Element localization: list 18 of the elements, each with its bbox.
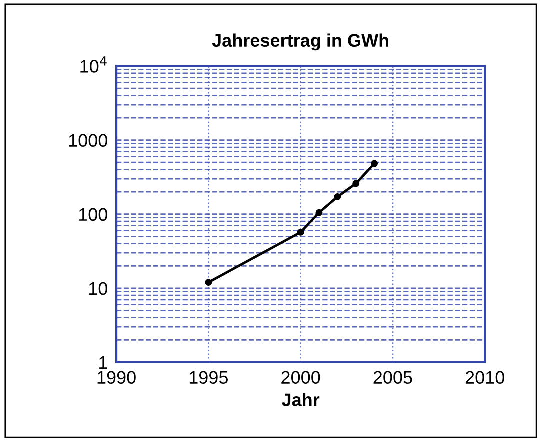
point xyxy=(334,193,342,200)
y-tick-label: 10$^{4}$ xyxy=(80,56,107,73)
y-tick-label: 100 xyxy=(79,208,108,222)
x-tick-label: 1990 xyxy=(98,371,136,384)
point xyxy=(371,160,378,168)
x-axis-title: Jahr xyxy=(282,393,320,406)
point xyxy=(316,209,323,216)
y-tick-label: 1 xyxy=(100,356,108,369)
x-tick-label: 1995 xyxy=(190,371,228,384)
point xyxy=(297,228,304,236)
point xyxy=(352,180,360,188)
x-tick-label: 2010 xyxy=(466,371,504,384)
y-tick-label: 10 xyxy=(89,282,108,296)
chart-title: Jahresertrag in GWh xyxy=(212,34,388,51)
x-tick-label: 2000 xyxy=(282,371,320,384)
y-tick-label: 1000 xyxy=(69,134,108,148)
point xyxy=(205,279,212,286)
x-tick-label: 2005 xyxy=(374,371,412,384)
